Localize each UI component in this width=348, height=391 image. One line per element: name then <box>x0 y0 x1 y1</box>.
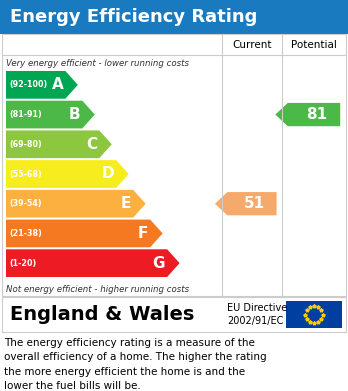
Text: (81-91): (81-91) <box>9 110 42 119</box>
Text: (55-68): (55-68) <box>9 170 42 179</box>
Text: G: G <box>153 256 165 271</box>
Bar <box>286 301 342 328</box>
Text: E: E <box>121 196 131 211</box>
Text: Energy Efficiency Rating: Energy Efficiency Rating <box>10 8 258 26</box>
Text: The energy efficiency rating is a measure of the
overall efficiency of a home. T: The energy efficiency rating is a measur… <box>4 338 267 391</box>
Text: C: C <box>86 137 97 152</box>
Polygon shape <box>275 103 340 126</box>
Polygon shape <box>6 101 95 128</box>
Text: A: A <box>52 77 63 92</box>
Text: Very energy efficient - lower running costs: Very energy efficient - lower running co… <box>6 59 189 68</box>
Polygon shape <box>6 131 112 158</box>
Text: England & Wales: England & Wales <box>10 305 195 324</box>
Text: D: D <box>102 167 114 181</box>
Polygon shape <box>215 192 277 215</box>
Text: 81: 81 <box>306 107 327 122</box>
Text: F: F <box>138 226 148 241</box>
Polygon shape <box>6 160 129 188</box>
Bar <box>2 34 346 296</box>
Bar <box>0 0 348 34</box>
Text: (1-20): (1-20) <box>9 258 36 268</box>
Bar <box>2 297 346 332</box>
Text: (39-54): (39-54) <box>9 199 42 208</box>
Text: Potential: Potential <box>291 39 337 50</box>
Text: EU Directive
2002/91/EC: EU Directive 2002/91/EC <box>227 303 287 326</box>
Polygon shape <box>6 190 146 217</box>
Text: (69-80): (69-80) <box>9 140 42 149</box>
Text: Current: Current <box>232 39 272 50</box>
Text: (92-100): (92-100) <box>9 81 47 90</box>
Text: 51: 51 <box>244 196 265 211</box>
Text: Not energy efficient - higher running costs: Not energy efficient - higher running co… <box>6 285 189 294</box>
Polygon shape <box>6 249 180 277</box>
Text: (21-38): (21-38) <box>9 229 42 238</box>
Text: B: B <box>69 107 80 122</box>
Polygon shape <box>6 220 163 247</box>
Polygon shape <box>6 71 78 99</box>
